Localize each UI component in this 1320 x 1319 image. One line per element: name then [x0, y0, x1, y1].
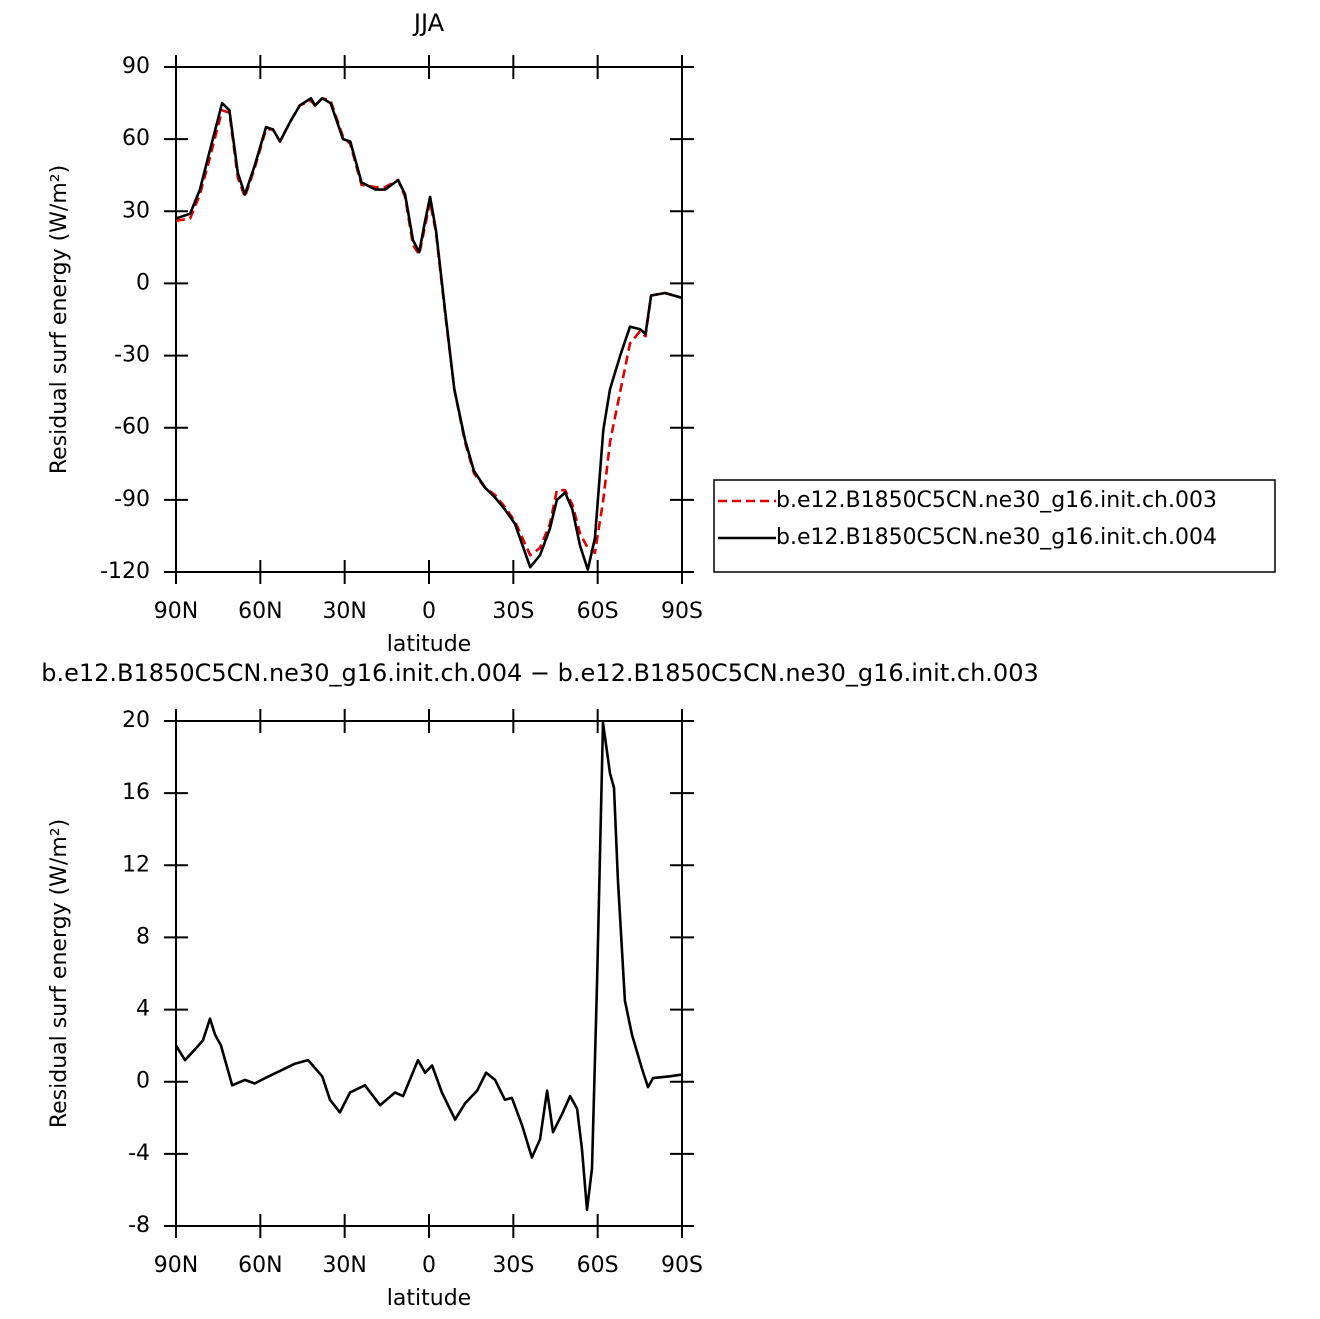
data-line	[176, 721, 682, 1212]
chart-title: b.e12.B1850C5CN.ne30_g16.init.ch.004 − b…	[41, 659, 1038, 687]
x-tick-label: 60S	[577, 599, 619, 624]
plot-frame	[175, 66, 683, 573]
x-axis-label: latitude	[387, 1286, 471, 1311]
x-tick-label: 90N	[154, 599, 198, 624]
y-tick-label: 60	[122, 126, 150, 151]
y-tick-label: -60	[114, 415, 150, 440]
x-tick-label: 60S	[577, 1253, 619, 1278]
x-tick-label: 60N	[238, 599, 282, 624]
x-tick-label: 90S	[661, 599, 703, 624]
x-tick-label: 60N	[238, 1253, 282, 1278]
chart-title: JJA	[412, 9, 445, 37]
y-tick-label: 0	[136, 270, 150, 295]
x-tick-label: 0	[422, 1253, 436, 1278]
y-axis-label: Residual surf energy (W/m²)	[47, 819, 72, 1128]
x-tick-label: 90N	[154, 1253, 198, 1278]
y-tick-label: -4	[128, 1141, 150, 1166]
x-tick-label: 30N	[322, 1253, 366, 1278]
legend-label: b.e12.B1850C5CN.ne30_g16.init.ch.003	[776, 488, 1217, 513]
x-tick-label: 30S	[492, 599, 534, 624]
x-tick-label: 30S	[492, 1253, 534, 1278]
y-tick-label: 16	[122, 780, 150, 805]
legend-label: b.e12.B1850C5CN.ne30_g16.init.ch.004	[776, 525, 1217, 550]
x-axis-label: latitude	[387, 632, 471, 657]
legend-box	[713, 479, 1276, 573]
y-tick-label: 30	[122, 198, 150, 223]
y-tick-label: 8	[136, 924, 150, 949]
y-tick-label: 12	[122, 852, 150, 877]
x-tick-label: 90S	[661, 1253, 703, 1278]
data-line	[176, 97, 682, 571]
x-tick-label: 30N	[322, 599, 366, 624]
data-line	[176, 97, 682, 557]
y-tick-label: -30	[114, 343, 150, 368]
plot-frame	[175, 720, 683, 1227]
x-tick-label: 0	[422, 599, 436, 624]
y-tick-label: 20	[122, 708, 150, 733]
y-tick-label: 4	[136, 997, 150, 1022]
y-tick-label: -120	[100, 559, 150, 584]
y-tick-label: -90	[114, 487, 150, 512]
y-tick-label: 0	[136, 1069, 150, 1094]
y-tick-label: 90	[122, 54, 150, 79]
y-axis-label: Residual surf energy (W/m²)	[47, 165, 72, 474]
y-tick-label: -8	[128, 1213, 150, 1238]
